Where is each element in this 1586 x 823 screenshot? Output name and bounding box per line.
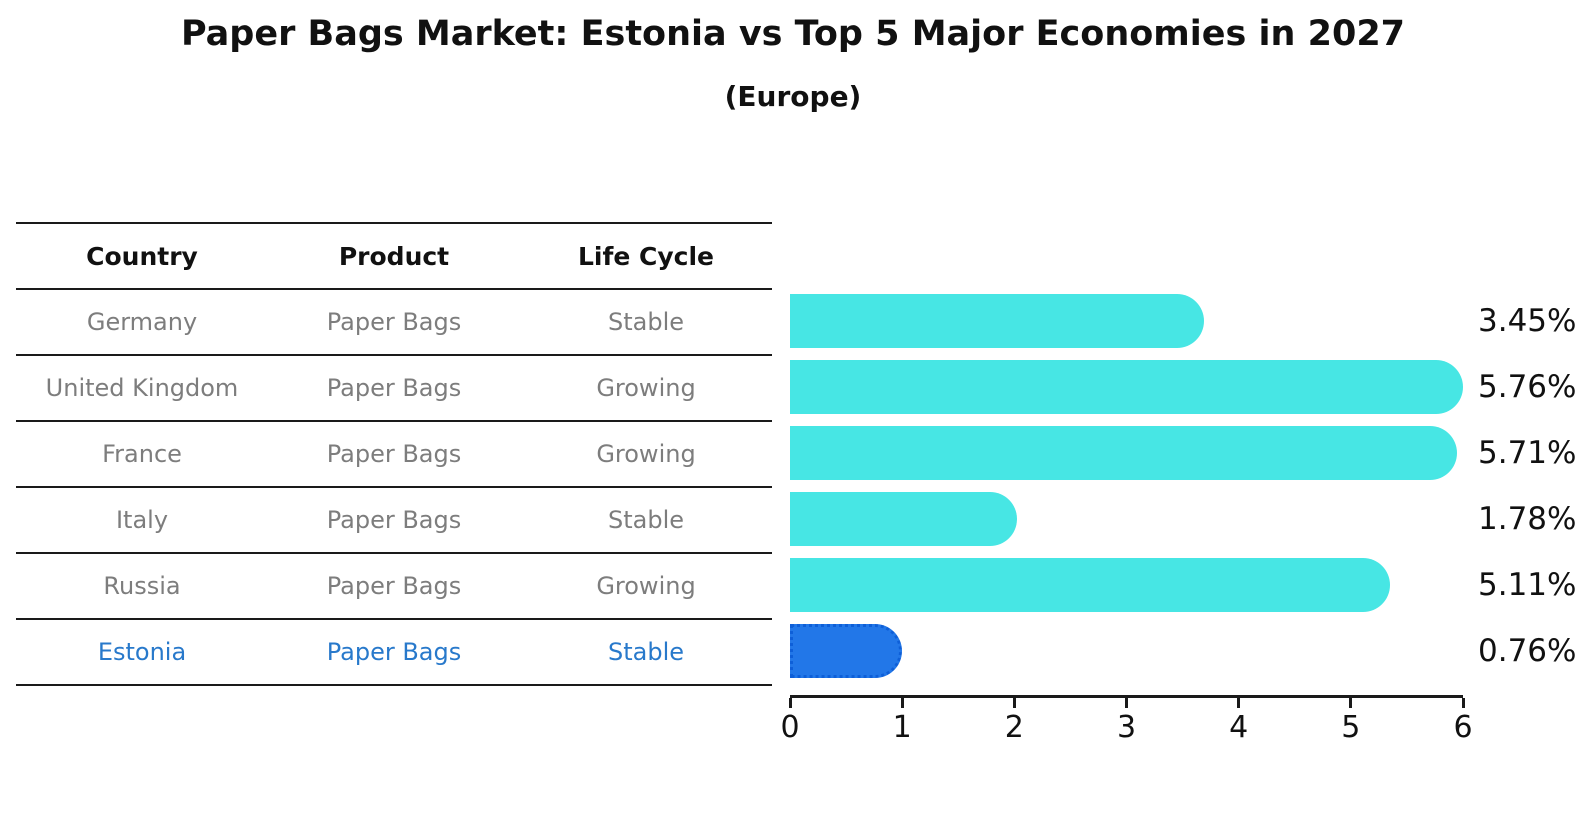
tick-label: 4 [1229,710,1249,745]
table-row-italy: Italy Paper Bags Stable [16,488,772,554]
cell-country: United Kingdom [45,374,239,402]
cell-life-cycle: Growing [596,374,696,402]
value-label-italy: 1.78% [1478,501,1577,537]
bar-estonia [790,624,903,678]
cell-country: Estonia [97,638,187,666]
table-row-france: France Paper Bags Growing [16,422,772,488]
value-label-france: 5.71% [1478,435,1577,471]
chart-subtitle: (Europe) [724,80,862,113]
table-row-united-kingdom: United Kingdom Paper Bags Growing [16,356,772,422]
cell-product: Paper Bags [326,440,462,468]
cell-country: France [102,440,182,468]
value-label-column: 3.45% 5.76% 5.71% 1.78% 5.11% 0.76% [1478,288,1586,684]
x-tick-2: 2 [974,698,1054,745]
tick-label: 1 [892,710,912,745]
bar-russia [790,558,1391,612]
cell-life-cycle: Stable [607,506,685,534]
cell-country: Germany [86,308,198,336]
value-label-estonia: 0.76% [1478,633,1577,669]
tick-mark [900,698,904,708]
value-label-russia: 5.11% [1478,567,1577,603]
table-header-row: Country Product Life Cycle [16,224,772,290]
x-axis-ticks: 0 1 2 3 4 5 6 [780,698,1473,758]
bar-france [790,426,1458,480]
tick-label: 5 [1341,710,1361,745]
cell-life-cycle: Growing [596,440,696,468]
cell-country: Russia [103,572,181,600]
bar-italy [790,492,1017,546]
cell-product: Paper Bags [326,638,462,666]
table-row-russia: Russia Paper Bags Growing [16,554,772,620]
cell-product: Paper Bags [326,374,462,402]
x-axis-line [790,695,1463,698]
cell-country: Italy [115,506,169,534]
tick-mark [788,698,792,708]
tick-mark [1349,698,1353,708]
cell-life-cycle: Stable [607,638,685,666]
cell-product: Paper Bags [326,506,462,534]
x-tick-6: 6 [1423,698,1503,745]
tick-label: 3 [1116,710,1137,745]
cell-life-cycle: Growing [596,572,696,600]
x-tick-5: 5 [1311,698,1391,745]
column-header-country: Country [86,241,198,271]
tick-mark [1237,698,1241,708]
x-tick-4: 4 [1199,698,1279,745]
chart-title: Paper Bags Market: Estonia vs Top 5 Majo… [180,14,1406,54]
x-tick-0: 0 [750,698,830,745]
cell-product: Paper Bags [326,308,462,336]
cell-product: Paper Bags [326,572,462,600]
value-label-united-kingdom: 5.76% [1478,369,1577,405]
table-row-germany: Germany Paper Bags Stable [16,290,772,356]
column-header-product: Product [338,241,450,271]
tick-mark [1461,698,1465,708]
value-label-germany: 3.45% [1478,303,1577,339]
bar-germany [790,294,1204,348]
bar-united-kingdom [790,360,1464,414]
column-header-life-cycle: Life Cycle [577,241,715,271]
tick-label: 6 [1453,710,1473,745]
tick-mark [1125,698,1128,708]
tick-label: 2 [1004,710,1024,745]
bar-plot-area [790,288,1464,684]
tick-mark [1012,698,1016,708]
table-row-estonia: Estonia Paper Bags Stable [16,620,772,686]
tick-label: 0 [780,710,800,745]
cell-life-cycle: Stable [607,308,685,336]
country-table: Country Product Life Cycle Germany Paper… [16,222,772,686]
x-tick-3: 3 [1087,698,1167,745]
x-tick-1: 1 [862,698,942,745]
